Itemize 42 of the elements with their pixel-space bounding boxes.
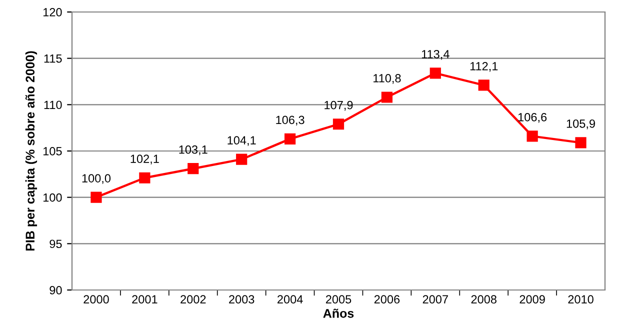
y-tick-label: 110 [44, 100, 62, 110]
y-axis-title: PIB per capita (% sobre año 2000) [25, 51, 38, 251]
point [381, 92, 393, 103]
x-tick-label: 2002 [180, 295, 206, 304]
data-label: 104,1 [228, 136, 256, 146]
y-tick-label: 95 [50, 240, 62, 248]
data-label: 106,6 [518, 112, 547, 123]
y-tick-label: 115 [44, 54, 62, 63]
x-tick-label: 2008 [471, 295, 496, 304]
point [236, 154, 248, 165]
point [188, 163, 199, 174]
y-tick-label: 90 [50, 286, 62, 294]
point [430, 68, 441, 79]
point [284, 133, 296, 145]
y-tick-label: 120 [43, 8, 62, 16]
x-tick-label: 2006 [374, 295, 400, 304]
x-tick-label: 2000 [84, 295, 109, 304]
x-tick-label: 2007 [422, 295, 448, 304]
x-tick-label: 2003 [229, 295, 254, 304]
data-label: 112,1 [470, 62, 498, 72]
point [139, 172, 150, 184]
data-label: 113,4 [422, 50, 450, 60]
data-label: 100,0 [82, 174, 111, 184]
point [575, 137, 586, 148]
point [526, 130, 538, 142]
x-tick-label: 2010 [568, 295, 594, 304]
data-label: 103,1 [179, 145, 208, 156]
data-label: 105,9 [566, 119, 595, 130]
data-label: 106,3 [276, 116, 304, 126]
x-axis-title: Años [323, 308, 354, 318]
data-label: 110,8 [374, 74, 401, 84]
point [332, 118, 344, 130]
point [478, 80, 490, 91]
x-tick-label: 2004 [278, 295, 303, 304]
data-label: 102,1 [130, 154, 159, 164]
y-tick-label: 100 [43, 193, 62, 202]
point [90, 192, 102, 203]
x-tick-label: 2001 [132, 295, 158, 304]
y-tick-label: 105 [43, 147, 62, 156]
x-tick-label: 2009 [520, 295, 545, 304]
x-tick-label: 2005 [326, 295, 352, 304]
data-label: 107,9 [324, 100, 353, 111]
